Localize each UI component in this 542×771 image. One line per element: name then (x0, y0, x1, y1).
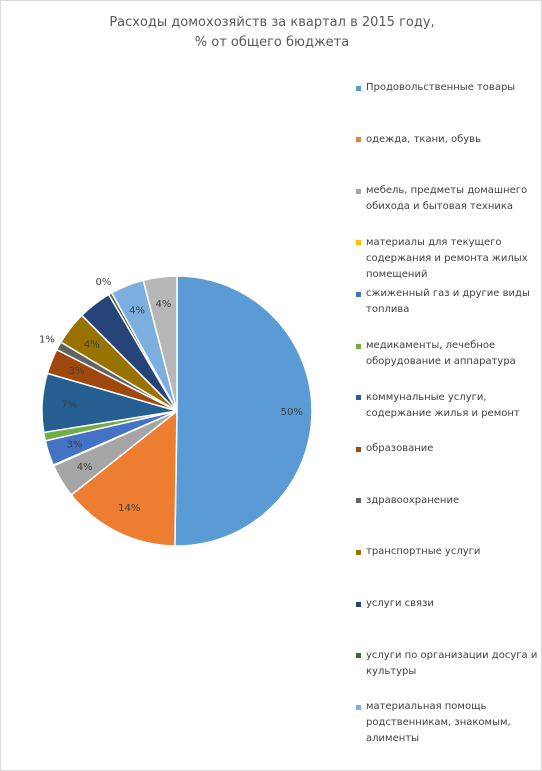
data-label: 3% (69, 366, 85, 377)
legend-entry: транспортные услуги (366, 546, 481, 558)
pie-slice (174, 275, 313, 547)
legend-swatch (356, 240, 361, 246)
data-label: 7% (61, 399, 77, 410)
legend-entry: материалы для текущего содержания и ремо… (366, 236, 528, 280)
legend-swatch (356, 137, 361, 143)
legend-entry: медикаменты, лечебное оборудование и апп… (366, 340, 516, 367)
legend-swatch (356, 601, 361, 607)
legend-entry: Продовольственные товары (366, 82, 516, 93)
data-label: 14% (118, 503, 140, 514)
legend-swatch (356, 549, 361, 555)
legend-swatch (356, 343, 361, 349)
legend-swatch (356, 188, 361, 194)
chart-title: % от общего бюджета (194, 35, 350, 50)
data-label: 50% (281, 407, 303, 418)
pie-slice (70, 409, 178, 547)
data-label: 4% (155, 299, 171, 310)
data-label: 3% (66, 440, 82, 451)
data-label: 0% (96, 277, 112, 288)
legend-swatch (356, 291, 361, 297)
legend-swatch (356, 704, 361, 710)
data-label: 4% (84, 340, 100, 351)
data-label: 4% (77, 462, 93, 473)
legend-swatch (356, 85, 361, 91)
legend-swatch (356, 395, 361, 401)
legend-swatch (356, 653, 361, 659)
legend-entry: мебель, предметы домашнего обихода и быт… (366, 185, 528, 213)
legend-entry: одежда, ткани, обувь (366, 133, 481, 145)
chart-title: Расходы домохозяйств за квартал в 2015 г… (109, 15, 435, 30)
legend-swatch (356, 498, 361, 504)
legend-entry: услуги связи (366, 598, 434, 609)
legend-entry: здравоохранение (366, 494, 460, 506)
legend-entry: образование (366, 443, 434, 455)
data-label: 4% (129, 306, 145, 317)
data-label: 1% (39, 334, 55, 345)
legend-entry: материальная помощь родственникам, знако… (366, 701, 511, 745)
pie-slice (142, 275, 178, 412)
legend-entry: сжиженный газ и другие виды топлива (366, 288, 530, 316)
legend-swatch (356, 446, 361, 452)
legend-entry: услуги по организации досуга и культуры (366, 649, 538, 677)
legend-entry: коммунальные услуги, содержание жилья и … (366, 391, 520, 419)
